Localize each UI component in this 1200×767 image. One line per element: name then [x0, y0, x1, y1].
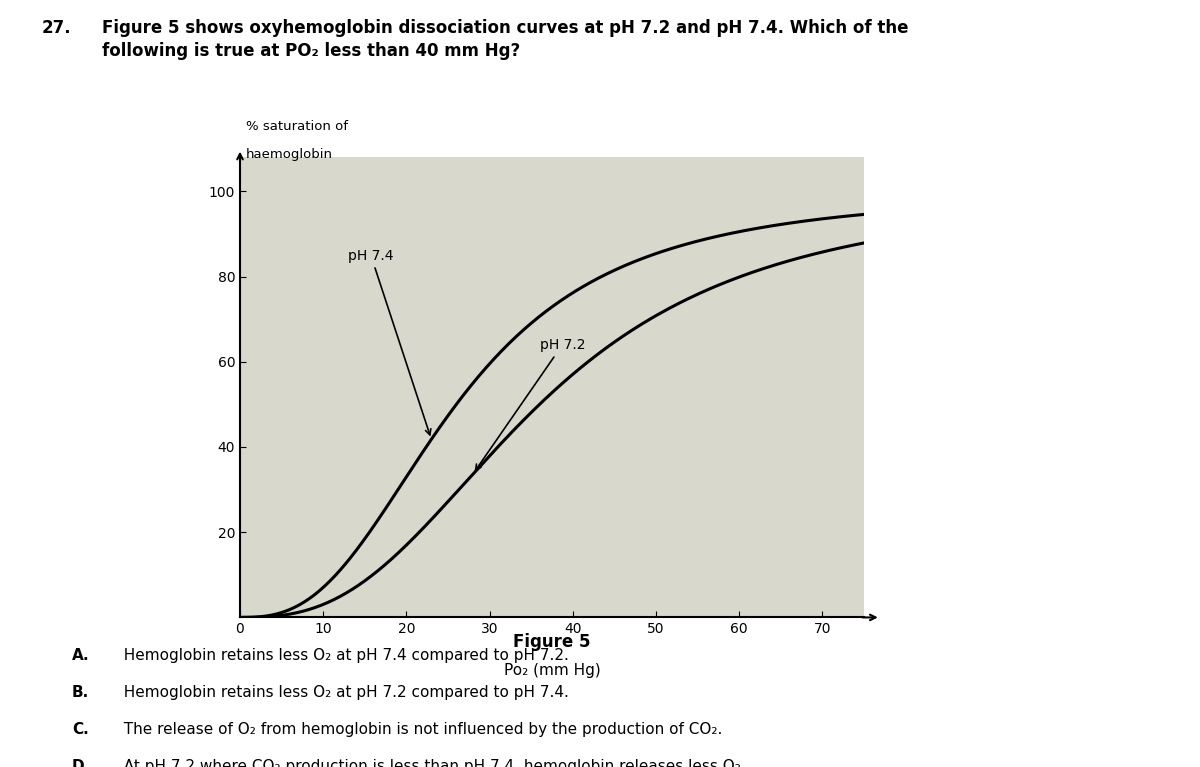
Text: Figure 5 shows oxyhemoglobin dissociation curves at pH 7.2 and pH 7.4. Which of : Figure 5 shows oxyhemoglobin dissociatio… [102, 19, 908, 37]
Text: 27.: 27. [42, 19, 72, 37]
Text: Po₂ (mm Hg): Po₂ (mm Hg) [504, 663, 600, 679]
Text: A.: A. [72, 648, 90, 663]
Text: Figure 5: Figure 5 [514, 633, 590, 650]
Text: Hemoglobin retains less O₂ at pH 7.2 compared to pH 7.4.: Hemoglobin retains less O₂ at pH 7.2 com… [114, 685, 569, 700]
Text: D.: D. [72, 759, 90, 767]
Text: pH 7.2: pH 7.2 [475, 338, 586, 470]
Text: following is true at PO₂ less than 40 mm Hg?: following is true at PO₂ less than 40 mm… [102, 42, 521, 60]
Text: B.: B. [72, 685, 89, 700]
Text: haemoglobin: haemoglobin [246, 148, 334, 161]
Text: pH 7.4: pH 7.4 [348, 249, 431, 435]
Text: Hemoglobin retains less O₂ at pH 7.4 compared to pH 7.2.: Hemoglobin retains less O₂ at pH 7.4 com… [114, 648, 569, 663]
Text: At pH 7.2 where CO₂ production is less than pH 7.4, hemoglobin releases less O₂.: At pH 7.2 where CO₂ production is less t… [114, 759, 745, 767]
Text: The release of O₂ from hemoglobin is not influenced by the production of CO₂.: The release of O₂ from hemoglobin is not… [114, 722, 722, 737]
Text: C.: C. [72, 722, 89, 737]
Text: % saturation of: % saturation of [246, 120, 348, 133]
